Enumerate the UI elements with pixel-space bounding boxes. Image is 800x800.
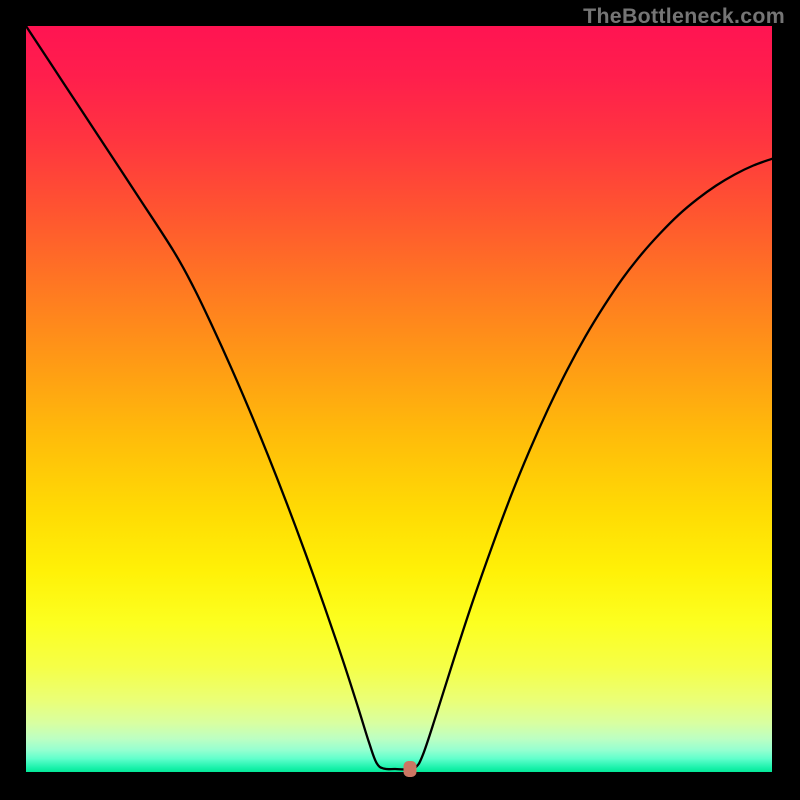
- optimum-marker: [404, 761, 417, 777]
- chart-frame: TheBottleneck.com: [0, 0, 800, 800]
- plot-area: [26, 26, 772, 772]
- bottleneck-curve: [26, 26, 772, 772]
